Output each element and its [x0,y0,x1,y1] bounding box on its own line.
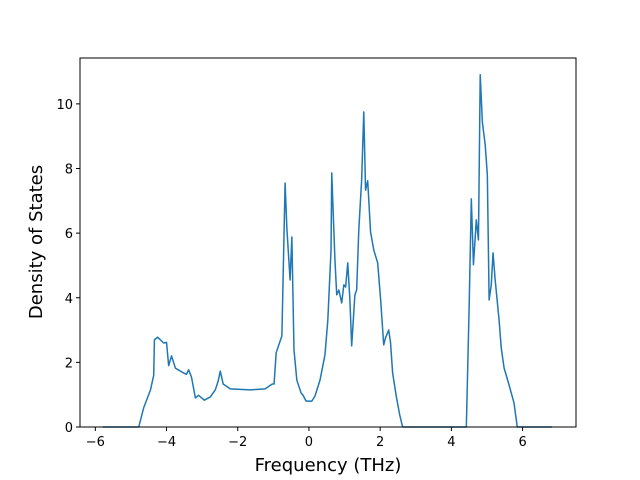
x-tick-label: 4 [447,435,455,450]
y-tick-label: 8 [65,163,73,178]
x-tick-label: −2 [228,435,247,450]
x-axis-label: Frequency (THz) [255,455,402,476]
x-tick-label: 2 [376,435,384,450]
axes-frame [79,57,577,428]
y-tick-label: 0 [65,421,73,436]
x-tick-label: 0 [305,435,313,450]
density-line [102,74,553,428]
x-tick-label: −6 [86,435,105,450]
y-tick-label: 6 [65,227,73,242]
y-tick-label: 2 [65,356,73,371]
x-tick-label: 6 [518,435,526,450]
x-tick-label: −4 [157,435,176,450]
y-axis-label: Density of States [26,165,47,319]
y-tick-label: 10 [56,98,73,113]
y-tick-label: 4 [65,292,73,307]
